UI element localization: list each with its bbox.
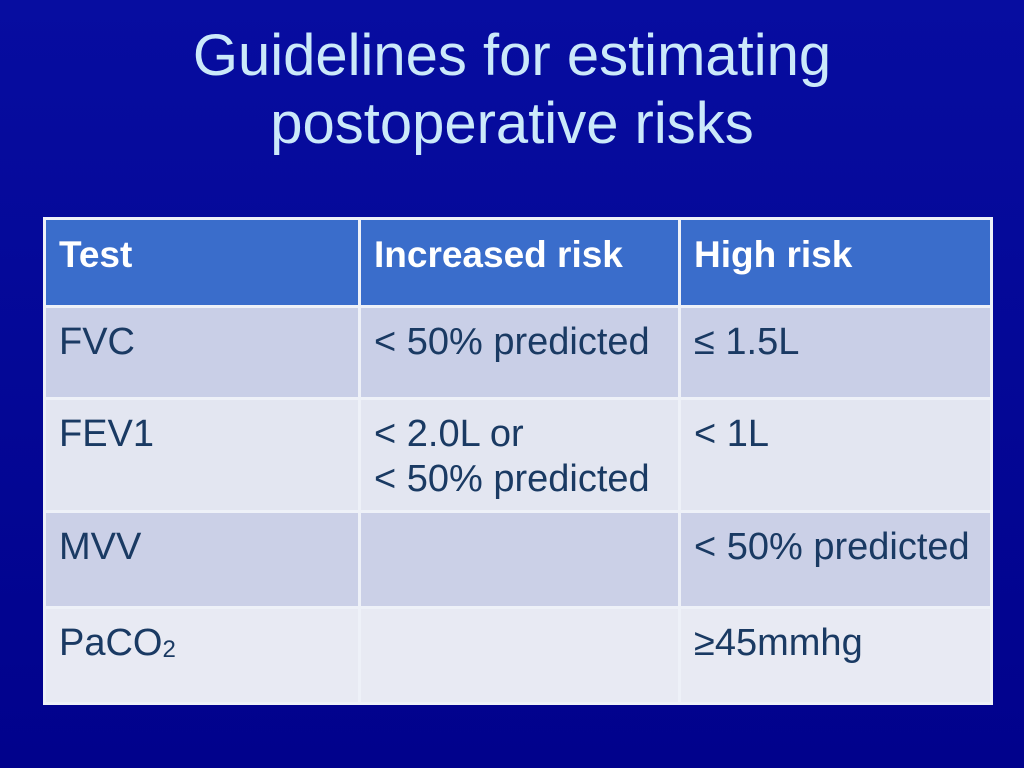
cell-test-fvc: FVC	[43, 305, 361, 400]
cell-high-risk-mvv: < 50% predicted	[678, 510, 993, 609]
cell-test-fev1: FEV1	[43, 397, 361, 513]
cell-increased-risk-paco2	[358, 606, 681, 705]
risk-guidelines-table: Test Increased risk High risk FVC < 50% …	[43, 217, 993, 705]
table-header-row: Test Increased risk High risk	[43, 217, 993, 308]
cell-test-mvv: MVV	[43, 510, 361, 609]
table-row-paco2: PaCO2 ≥45mmhg	[43, 606, 993, 705]
column-header-high-risk: High risk	[678, 217, 993, 308]
cell-increased-risk-fvc: < 50% predicted	[358, 305, 681, 400]
table-row-mvv: MVV < 50% predicted	[43, 510, 993, 609]
cell-test-paco2: PaCO2	[43, 606, 361, 705]
cell-high-risk-fev1: < 1L	[678, 397, 993, 513]
column-header-test: Test	[43, 217, 361, 308]
table-row-fev1: FEV1 < 2.0L or < 50% predicted < 1L	[43, 397, 993, 513]
cell-high-risk-paco2: ≥45mmhg	[678, 606, 993, 705]
cell-increased-risk-mvv	[358, 510, 681, 609]
page-title: Guidelines for estimating postoperative …	[192, 23, 832, 156]
paco2-subscript: 2	[162, 636, 176, 663]
paco2-label: PaCO	[59, 622, 163, 664]
cell-increased-risk-fev1: < 2.0L or < 50% predicted	[358, 397, 681, 513]
column-header-increased-risk: Increased risk	[358, 217, 681, 308]
table-row-fvc: FVC < 50% predicted ≤ 1.5L	[43, 305, 993, 400]
cell-high-risk-fvc: ≤ 1.5L	[678, 305, 993, 400]
